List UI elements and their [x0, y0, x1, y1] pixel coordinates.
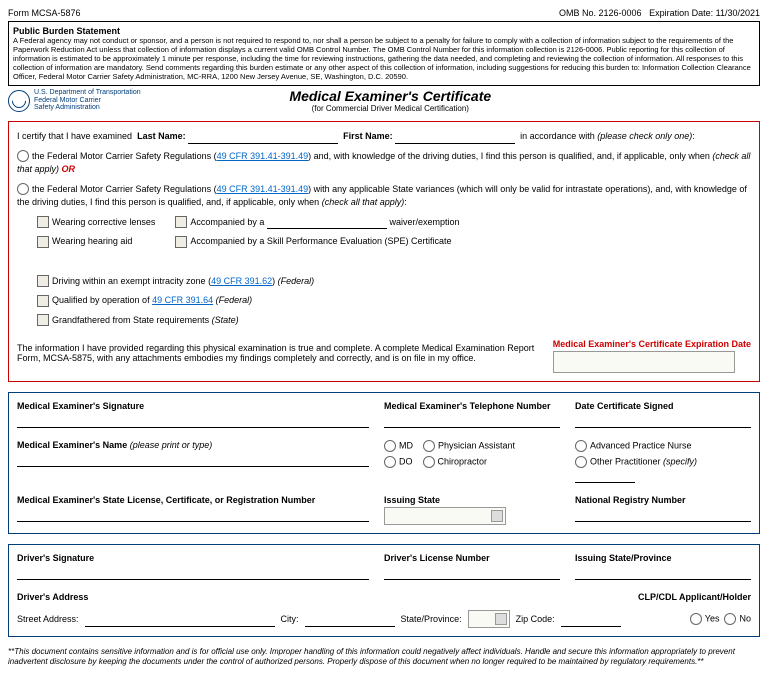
title-bar: U.S. Department of TransportationFederal… — [8, 88, 760, 113]
waiver-field[interactable] — [267, 216, 387, 229]
form-number: Form MCSA-5876 — [8, 8, 81, 18]
lenses-check[interactable] — [37, 216, 49, 228]
federal-radio[interactable] — [17, 150, 29, 162]
department-name: U.S. Department of TransportationFederal… — [34, 89, 141, 112]
examiner-name[interactable] — [17, 452, 369, 467]
cfr-link-3[interactable]: 49 CFR 391.62 — [211, 276, 272, 286]
do-radio[interactable] — [384, 456, 396, 468]
driver-license-number[interactable] — [384, 565, 560, 580]
first-name-field[interactable] — [395, 131, 515, 144]
md-radio[interactable] — [384, 440, 396, 452]
driver-issuing-state[interactable] — [575, 565, 751, 580]
hearing-check[interactable] — [37, 236, 49, 248]
clp-label: CLP/CDL Applicant/Holder — [638, 592, 751, 604]
intracity-check[interactable] — [37, 275, 49, 287]
other-radio[interactable] — [575, 456, 587, 468]
examiner-section: Medical Examiner's Signature Medical Exa… — [8, 392, 760, 534]
expiration-date-field[interactable] — [553, 351, 735, 373]
pa-radio[interactable] — [423, 440, 435, 452]
clp-no-radio[interactable] — [724, 613, 736, 625]
state-radio[interactable] — [17, 183, 29, 195]
chiro-radio[interactable] — [423, 456, 435, 468]
issuing-state-select[interactable] — [384, 507, 506, 525]
doc-subtitle: (for Commercial Driver Medical Certifica… — [141, 104, 640, 113]
registry-number[interactable] — [575, 507, 751, 522]
apn-radio[interactable] — [575, 440, 587, 452]
info-statement: The information I have provided regardin… — [17, 343, 537, 363]
zip-field[interactable] — [561, 612, 621, 627]
driver-section: Driver's Signature Driver's License Numb… — [8, 544, 760, 637]
cfr-link-1[interactable]: 49 CFR 391.41-391.49 — [217, 151, 309, 161]
burden-statement: Public Burden Statement A Federal agency… — [8, 21, 760, 86]
accompanied-check[interactable] — [175, 216, 187, 228]
doc-title: Medical Examiner's Certificate — [141, 88, 640, 104]
other-specify[interactable] — [575, 468, 635, 483]
qualified-check[interactable] — [37, 295, 49, 307]
omb-info: OMB No. 2126-0006 Expiration Date: 11/30… — [559, 8, 760, 18]
cfr-link-2[interactable]: 49 CFR 391.41-391.49 — [217, 184, 309, 194]
dot-logo-icon — [8, 90, 30, 112]
city-field[interactable] — [305, 612, 395, 627]
state-select[interactable] — [468, 610, 510, 628]
examiner-signature[interactable] — [17, 413, 369, 428]
clp-yes-radio[interactable] — [690, 613, 702, 625]
license-number[interactable] — [17, 507, 369, 522]
expiration-box: Medical Examiner's Certificate Expiratio… — [553, 339, 751, 373]
street-field[interactable] — [85, 612, 275, 627]
certification-section: I certify that I have examined Last Name… — [8, 121, 760, 382]
last-name-field[interactable] — [188, 131, 338, 144]
footer-disclaimer: **This document contains sensitive infor… — [8, 647, 760, 668]
driver-signature[interactable] — [17, 565, 369, 580]
date-signed[interactable] — [575, 413, 751, 428]
cfr-link-4[interactable]: 49 CFR 391.64 — [152, 295, 213, 305]
grandfathered-check[interactable] — [37, 314, 49, 326]
examiner-phone[interactable] — [384, 413, 560, 428]
spe-check[interactable] — [175, 236, 187, 248]
